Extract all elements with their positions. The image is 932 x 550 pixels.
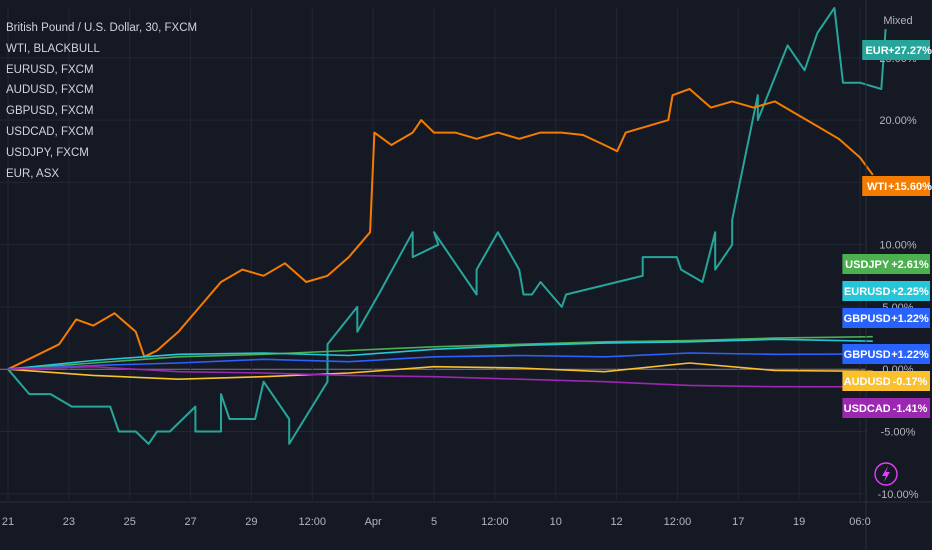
price-tag-eurusd[interactable]: EURUSD +2.25% xyxy=(842,281,930,301)
y-tick-label: 20.00% xyxy=(879,115,917,127)
series-line-audusd xyxy=(7,362,873,380)
price-tag-name-box xyxy=(842,371,890,391)
price-tag-value-box xyxy=(890,371,930,391)
price-tag-value: +15.60% xyxy=(888,181,932,193)
legend: British Pound / U.S. Dollar, 30, FXCM WT… xyxy=(6,18,197,184)
legend-item-eurusd[interactable]: EURUSD, FXCM xyxy=(6,63,94,76)
price-tag-name: AUDUSD xyxy=(844,376,891,388)
legend-item-gbpusd[interactable]: GBPUSD, FXCM xyxy=(6,105,94,118)
price-tag-wti[interactable]: WTI +15.60% xyxy=(862,176,932,196)
price-tag-name: USDJPY xyxy=(845,259,890,271)
price-tag-name-box xyxy=(842,344,890,364)
price-tag-usdjpy[interactable]: USDJPY +2.61% xyxy=(842,254,930,274)
legend-item-usdjpy[interactable]: USDJPY, FXCM xyxy=(6,146,89,159)
price-tag-value: +2.61% xyxy=(891,259,929,271)
price-tag-value-box xyxy=(890,344,930,364)
price-tag-gbpusd[interactable]: GBPUSD +1.22% xyxy=(842,308,930,328)
x-tick-label: 12:00 xyxy=(481,516,509,528)
series-line-usdcad xyxy=(7,365,873,388)
series-layer xyxy=(7,7,887,445)
price-tag-gbpusd[interactable]: GBPUSD +1.22% xyxy=(842,344,930,364)
price-tag-name: EURUSD xyxy=(844,286,891,298)
price-tag-value-box xyxy=(890,398,930,418)
price-tag-name: USDCAD xyxy=(844,403,891,415)
price-tag-value-box xyxy=(890,308,930,328)
x-tick-label: 17 xyxy=(732,516,744,528)
x-tick-label: 29 xyxy=(245,516,257,528)
price-tag-name: GBPUSD xyxy=(844,313,891,325)
y-tick-label: -10.00% xyxy=(878,489,919,501)
price-tag-value: +1.22% xyxy=(891,313,929,325)
price-tag-value: -0.17% xyxy=(893,376,928,388)
x-tick-label: 23 xyxy=(63,516,75,528)
x-tick-label: 12:00 xyxy=(299,516,327,528)
x-tick-label: 12 xyxy=(610,516,622,528)
x-tick-label: 12:00 xyxy=(664,516,692,528)
x-tick-label: 25 xyxy=(124,516,136,528)
legend-item-main[interactable]: British Pound / U.S. Dollar, 30, FXCM xyxy=(6,22,198,34)
price-tag-eur[interactable]: EUR +27.27% xyxy=(862,40,932,60)
price-tag-name-box xyxy=(842,254,890,274)
price-tag-value-box xyxy=(890,254,930,274)
price-tag-audusd[interactable]: AUDUSD -0.17% xyxy=(842,371,930,391)
x-axis: 21 23 25 27 29 12:00 Apr 5 12:00 10 12 12:00 17 19 06:… xyxy=(0,501,932,528)
price-tags: EUR +27.27%WTI +15.60%USDJPY +2.61%EURUSD +2… xyxy=(842,40,932,486)
x-tick-label: 21 xyxy=(2,516,14,528)
price-tag-usdcad[interactable]: USDCAD -1.41% xyxy=(842,398,930,418)
price-tag-name-box xyxy=(842,398,890,418)
legend-item-audusd[interactable]: AUDUSD, FXCM xyxy=(6,84,94,97)
x-tick-label: Apr xyxy=(365,516,382,528)
price-tag-name-box xyxy=(842,308,890,328)
y-tick-label: 10.00% xyxy=(879,240,917,252)
price-tag-name-box xyxy=(842,281,890,301)
price-tag-value-box xyxy=(890,40,930,60)
price-tag-value: -1.41% xyxy=(893,403,928,415)
price-tag-name-box xyxy=(862,176,890,196)
legend-item-eur[interactable]: EUR, ASX xyxy=(6,167,60,180)
series-line-wti xyxy=(7,88,874,371)
price-tag-name-box xyxy=(862,40,890,60)
y-tick-label: -5.00% xyxy=(881,426,916,438)
x-tick-label: 5 xyxy=(431,516,437,528)
x-tick-label: 06:0 xyxy=(849,516,870,528)
price-tag-value: +27.27% xyxy=(888,45,932,57)
price-tag-value: +1.22% xyxy=(891,349,929,361)
series-line-eur xyxy=(7,7,887,445)
price-tag-name: WTI xyxy=(867,181,887,193)
series-line-eurusd xyxy=(7,338,873,370)
price-tag-value-box xyxy=(890,176,930,196)
price-tag-value: +2.25% xyxy=(891,286,929,298)
x-tick-label: 10 xyxy=(550,516,562,528)
lightning-icon[interactable] xyxy=(874,462,898,486)
scale-mode-label[interactable]: Mixed xyxy=(883,15,912,27)
legend-item-wti[interactable]: WTI, BLACKBULL xyxy=(6,42,100,55)
price-tag-value-box xyxy=(890,281,930,301)
price-tag-name: EUR xyxy=(865,45,888,57)
legend-item-usdcad[interactable]: USDCAD, FXCM xyxy=(6,125,94,138)
series-line-gbpusd xyxy=(7,352,873,370)
x-tick-label: 27 xyxy=(184,516,196,528)
series-line-usdjpy xyxy=(7,335,873,370)
x-tick-label: 19 xyxy=(793,516,805,528)
price-tag-name: GBPUSD xyxy=(844,349,891,361)
